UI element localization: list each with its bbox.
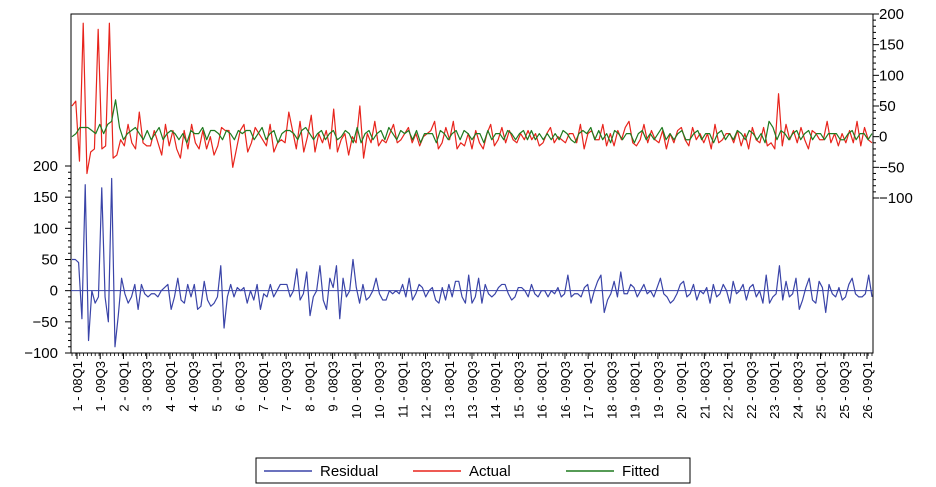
x-axis-tick-label: 9 - 08Q3 <box>326 361 341 412</box>
right-axis-tick-label: 150 <box>879 37 904 54</box>
x-axis-tick-label: 23 - 09Q1 <box>767 361 782 419</box>
x-axis-tick-label: 8 - 09Q1 <box>302 361 317 412</box>
x-axis-tick-label: 7 - 09Q3 <box>279 361 294 412</box>
right-axis-tick-label: 50 <box>879 98 896 115</box>
x-axis-tick-label: 22 - 09Q3 <box>744 361 759 419</box>
x-axis-tick-label: 16 - 08Q1 <box>535 361 550 419</box>
x-axis-tick-label: 20 - 09Q1 <box>674 361 689 419</box>
x-axis-tick-label: 12 - 08Q3 <box>419 361 434 419</box>
x-axis-tick-label: 1 - 09Q3 <box>93 361 108 412</box>
x-axis-tick-label: 5 - 09Q1 <box>209 361 224 412</box>
x-axis-tick-label: 26 - 09Q1 <box>860 361 875 419</box>
series-line-fitted <box>71 99 873 144</box>
x-axis-tick-label: 18 - 08Q3 <box>604 361 619 419</box>
x-axis-tick-label: 10 - 09Q3 <box>372 361 387 419</box>
left-axis-tick-label: −100 <box>24 345 58 362</box>
left-axis-tick-label: 150 <box>33 189 58 206</box>
left-axis-tick-label: 100 <box>33 220 58 237</box>
x-axis-tick-label: 3 - 08Q3 <box>140 361 155 412</box>
legend-label-fitted: Fitted <box>622 463 660 480</box>
x-axis: 1 - 08Q1 1 - 09Q3 2 - 09Q1 3 - 08Q3 4 - 08Q1… <box>70 353 875 419</box>
x-axis-tick-label: 19 - 08Q1 <box>628 361 643 419</box>
x-axis-tick-label: 11 - 09Q1 <box>395 361 410 418</box>
right-axis-tick-label: −50 <box>879 159 904 176</box>
x-axis-tick-label: 7 - 08Q1 <box>256 361 271 412</box>
x-axis-tick-label: 25 - 08Q1 <box>814 361 829 419</box>
x-axis-tick-label: 21 - 08Q3 <box>697 361 712 419</box>
right-axis-tick-label: 0 <box>879 129 887 146</box>
series-layer <box>71 22 873 348</box>
x-axis-tick-label: 17 - 09Q1 <box>581 361 596 419</box>
x-axis-tick-label: 13 - 08Q1 <box>442 361 457 419</box>
left-axis-tick-label: −50 <box>33 314 58 331</box>
left-axis-tick-label: 0 <box>50 283 58 300</box>
x-axis-tick-label: 4 - 08Q1 <box>163 361 178 412</box>
left-axis-tick-label: 50 <box>41 252 58 269</box>
right-axis-tick-label: 200 <box>879 6 904 23</box>
legend-label-actual: Actual <box>469 463 511 480</box>
x-axis-tick-label: 13 - 09Q3 <box>465 361 480 419</box>
x-axis-tick-label: 22 - 08Q1 <box>721 361 736 419</box>
x-axis-tick-label: 1 - 08Q1 <box>70 361 85 412</box>
x-axis-tick-label: 6 - 08Q3 <box>233 361 248 412</box>
x-axis-tick-label: 14 - 09Q1 <box>488 361 503 419</box>
x-axis-tick-label: 4 - 09Q3 <box>186 361 201 412</box>
legend-label-residual: Residual <box>320 463 378 480</box>
legend: Residual Actual Fitted <box>255 457 691 484</box>
x-axis-tick-label: 16 - 09Q3 <box>558 361 573 419</box>
x-axis-tick-label: 15 - 08Q3 <box>512 361 527 419</box>
left-axis-tick-label: 200 <box>33 158 58 175</box>
right-axis-tick-label: −100 <box>879 190 913 207</box>
series-line-actual <box>71 22 873 175</box>
x-axis-tick-label: 25 - 09Q3 <box>837 361 852 419</box>
right-axis: −100 −50 0 50 100 150 200 <box>873 6 913 207</box>
x-axis-tick-label: 2 - 09Q1 <box>117 361 132 412</box>
x-axis-tick-label: 19 - 09Q3 <box>651 361 666 419</box>
legend-box <box>255 457 691 484</box>
x-axis-tick-label: 24 - 08Q3 <box>790 361 805 419</box>
series-line-residual <box>72 177 873 348</box>
right-axis-tick-label: 100 <box>879 67 904 84</box>
x-axis-tick-label: 10 - 08Q1 <box>349 361 364 419</box>
left-axis: −100 −50 0 50 100 150 200 <box>24 158 71 362</box>
